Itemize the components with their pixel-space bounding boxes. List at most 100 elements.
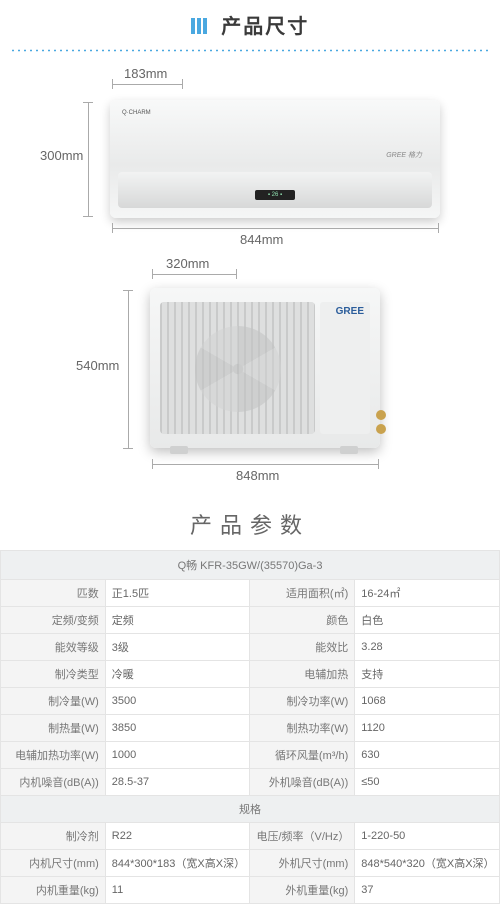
dim-line [128, 290, 129, 448]
spec-value: 定频 [105, 607, 250, 634]
section-cell: 规格 [1, 796, 500, 823]
table-row: 内机尺寸(mm)844*300*183（宽X高X深）外机尺寸(mm)848*54… [1, 850, 500, 877]
table-row: 能效等级3级能效比3.28 [1, 634, 500, 661]
indoor-depth-label: 183mm [124, 66, 167, 81]
table-row: 制冷量(W)3500制冷功率(W)1068 [1, 688, 500, 715]
model-row: Q畅 KFR-35GW/(35570)Ga-3 [1, 551, 500, 580]
spec-value: 3.28 [355, 634, 500, 661]
spec-label: 外机噪音(dB(A)) [250, 769, 355, 796]
dim-cap [123, 448, 133, 449]
indoor-unit-image: Q·CHARM GREE 格力 ▪ 26 ▪ [110, 100, 440, 218]
spec-label: 制冷剂 [1, 823, 106, 850]
dim-cap [378, 459, 379, 469]
dimensions-diagram: Q·CHARM GREE 格力 ▪ 26 ▪ 183mm 300mm 844mm… [0, 70, 500, 490]
outdoor-unit-diagram: GREE 320mm 540mm 848mm [70, 260, 430, 490]
indoor-badge: Q·CHARM [122, 110, 151, 116]
spec-value: 28.5-37 [105, 769, 250, 796]
spec-value: R22 [105, 823, 250, 850]
outdoor-depth-label: 320mm [166, 256, 209, 271]
dim-cap [236, 269, 237, 279]
spec-label: 电压/频率（V/Hz） [250, 823, 355, 850]
dim-line [152, 274, 236, 275]
spec-value: 3级 [105, 634, 250, 661]
header-title: 产品尺寸 [221, 10, 309, 39]
table-row: 制热量(W)3850制热功率(W)1120 [1, 715, 500, 742]
dim-line [88, 102, 89, 216]
spec-label: 制热量(W) [1, 715, 106, 742]
spec-value: 630 [355, 742, 500, 769]
dim-cap [112, 223, 113, 233]
table-row: 内机噪音(dB(A))28.5-37外机噪音(dB(A))≤50 [1, 769, 500, 796]
dim-cap [112, 79, 113, 89]
spec-label: 外机重量(kg) [250, 877, 355, 904]
dot-divider [10, 49, 490, 52]
spec-label: 制冷功率(W) [250, 688, 355, 715]
dim-cap [152, 459, 153, 469]
indoor-brand: GREE 格力 [386, 150, 422, 160]
dim-cap [152, 269, 153, 279]
spec-value: 16-24㎡ [355, 580, 500, 607]
outdoor-width-label: 848mm [236, 468, 279, 483]
spec-value: 冷暖 [105, 661, 250, 688]
section-header: 产品尺寸 [0, 0, 500, 45]
table-row: 制冷类型冷暖电辅加热支持 [1, 661, 500, 688]
spec-value: 正1.5匹 [105, 580, 250, 607]
spec-value: 3500 [105, 688, 250, 715]
outdoor-side-panel [320, 302, 370, 434]
spec-label: 制冷类型 [1, 661, 106, 688]
spec-label: 定频/变频 [1, 607, 106, 634]
outdoor-brand: GREE [336, 306, 364, 317]
table-row: 电辅加热功率(W)1000循环风量(m³/h)630 [1, 742, 500, 769]
spec-value: 白色 [355, 607, 500, 634]
dim-cap [123, 290, 133, 291]
dim-cap [182, 79, 183, 89]
spec-value: 1068 [355, 688, 500, 715]
spec-label: 外机尺寸(mm) [250, 850, 355, 877]
spec-label: 能效等级 [1, 634, 106, 661]
spec-value: 3850 [105, 715, 250, 742]
specs-title: 产品参数 [0, 508, 500, 540]
spec-value: 1000 [105, 742, 250, 769]
table-row: 定频/变频定频颜色白色 [1, 607, 500, 634]
spec-label: 内机噪音(dB(A)) [1, 769, 106, 796]
table-row: 制冷剂R22电压/频率（V/Hz）1-220-50 [1, 823, 500, 850]
header-bars-icon [191, 18, 209, 39]
outdoor-height-label: 540mm [76, 358, 119, 373]
model-cell: Q畅 KFR-35GW/(35570)Ga-3 [1, 551, 500, 580]
spec-value: ≤50 [355, 769, 500, 796]
section-row: 规格 [1, 796, 500, 823]
outdoor-unit-image: GREE [150, 288, 380, 448]
dim-cap [83, 216, 93, 217]
indoor-height-label: 300mm [40, 148, 83, 163]
spec-label: 能效比 [250, 634, 355, 661]
spec-label: 电辅加热 [250, 661, 355, 688]
spec-label: 内机重量(kg) [1, 877, 106, 904]
outdoor-fan [195, 326, 281, 412]
spec-value: 支持 [355, 661, 500, 688]
indoor-unit-diagram: Q·CHARM GREE 格力 ▪ 26 ▪ 183mm 300mm 844mm [40, 70, 460, 230]
spec-label: 电辅加热功率(W) [1, 742, 106, 769]
dim-cap [438, 223, 439, 233]
spec-label: 循环风量(m³/h) [250, 742, 355, 769]
outdoor-pipe [376, 410, 386, 420]
spec-label: 匹数 [1, 580, 106, 607]
outdoor-feet [170, 446, 188, 454]
dim-line [112, 84, 182, 85]
dim-cap [83, 102, 93, 103]
indoor-width-label: 844mm [240, 232, 283, 247]
spec-label: 适用面积(㎡) [250, 580, 355, 607]
specs-table: Q畅 KFR-35GW/(35570)Ga-3 匹数正1.5匹适用面积(㎡)16… [0, 550, 500, 904]
spec-value: 1-220-50 [355, 823, 500, 850]
spec-label: 制热功率(W) [250, 715, 355, 742]
spec-value: 37 [355, 877, 500, 904]
indoor-display: ▪ 26 ▪ [255, 190, 295, 200]
table-row: 匹数正1.5匹适用面积(㎡)16-24㎡ [1, 580, 500, 607]
spec-value: 11 [105, 877, 250, 904]
spec-label: 制冷量(W) [1, 688, 106, 715]
dim-line [112, 228, 438, 229]
dim-line [152, 464, 378, 465]
spec-value: 1120 [355, 715, 500, 742]
spec-value: 848*540*320（宽X高X深） [355, 850, 500, 877]
table-row: 内机重量(kg)11外机重量(kg)37 [1, 877, 500, 904]
spec-label: 内机尺寸(mm) [1, 850, 106, 877]
